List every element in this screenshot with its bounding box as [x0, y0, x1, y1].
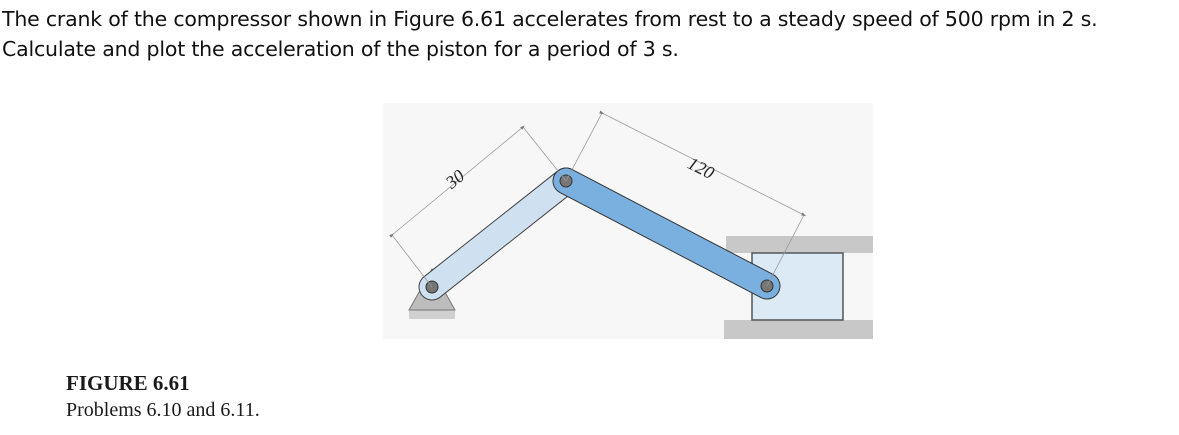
figure-caption: FIGURE 6.61 Problems 6.10 and 6.11. — [66, 370, 260, 424]
crank-link — [418, 167, 580, 301]
cylinder-bottom-wall — [724, 320, 873, 339]
caption-title: FIGURE 6.61 — [66, 371, 190, 395]
cylinder-top-wall — [726, 236, 873, 253]
problem-statement: The crank of the compressor shown in Fig… — [2, 4, 1177, 64]
ground-base — [409, 309, 455, 319]
crank-dimension-line — [389, 125, 567, 288]
caption-body: Problems 6.10 and 6.11. — [66, 399, 260, 421]
problem-line-1: The crank of the compressor shown in Fig… — [2, 7, 1098, 31]
problem-line-2: Calculate and plot the acceleration of t… — [2, 37, 679, 61]
connecting-rod — [552, 167, 781, 300]
compressor-figure: 30 120 — [389, 110, 873, 339]
rod-dimension-line — [565, 110, 807, 287]
crank-dimension-label: 30 — [441, 166, 468, 194]
